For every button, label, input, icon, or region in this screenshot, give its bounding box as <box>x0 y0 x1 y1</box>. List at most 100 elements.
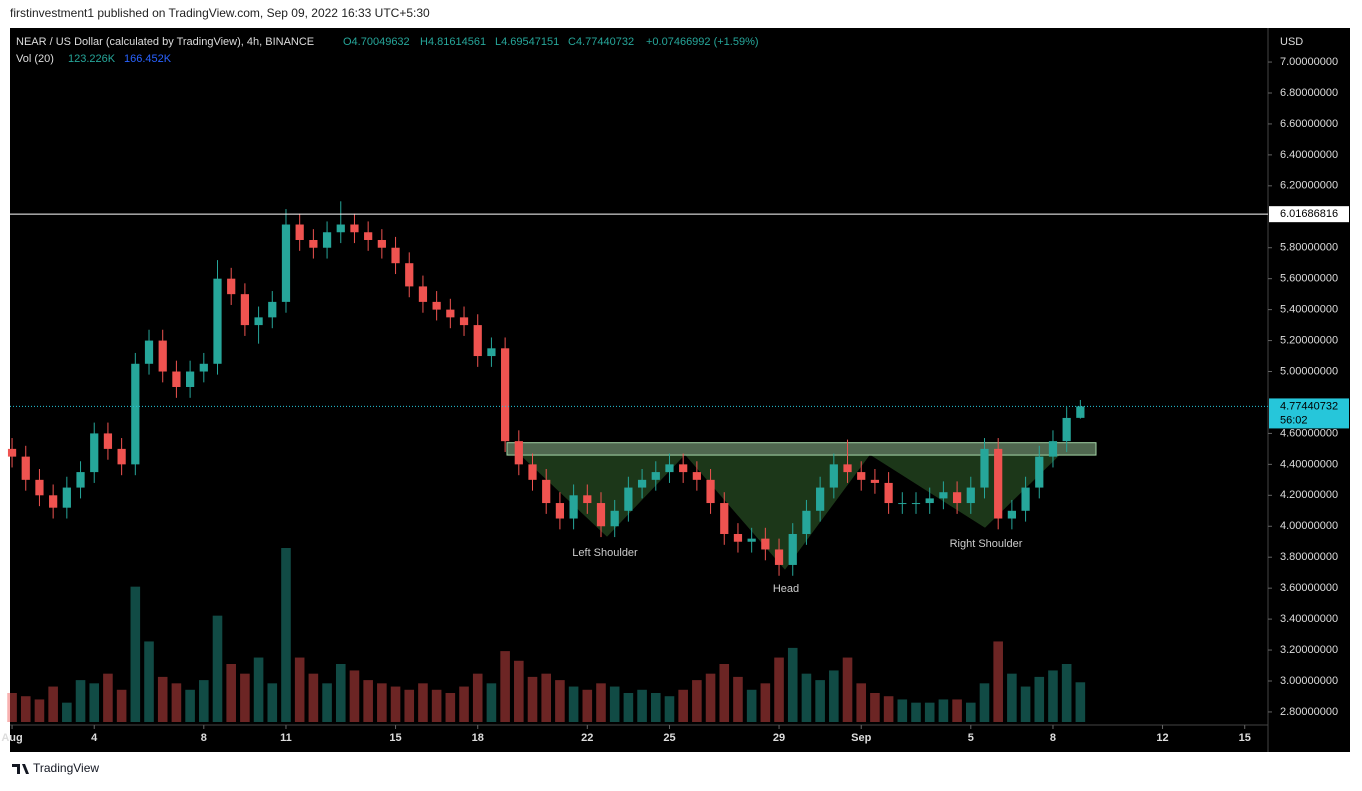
candle-body <box>459 317 469 326</box>
candle-body <box>21 456 30 480</box>
volume-bar <box>856 683 867 722</box>
volume-bar <box>815 680 825 722</box>
chart-title: NEAR / US Dollar (calculated by TradingV… <box>16 36 314 48</box>
candle-body <box>733 533 743 542</box>
candle-body <box>172 371 181 387</box>
volume-bar <box>103 673 113 722</box>
candle-body <box>1007 510 1016 519</box>
candle-body <box>144 340 154 364</box>
volume-bar <box>842 657 853 722</box>
change-label: +0.07466992 (+1.59%) <box>646 36 759 48</box>
x-tick-label: 15 <box>1239 732 1251 744</box>
candle-body <box>418 286 428 302</box>
candle-body <box>816 487 825 511</box>
volume-bar <box>733 676 743 722</box>
volume-bar <box>445 693 456 722</box>
volume-bar <box>34 699 45 722</box>
y-tick-label: 5.40000000 <box>1280 304 1338 316</box>
volume-bar <box>829 670 839 722</box>
annotation: Left Shoulder <box>572 547 638 559</box>
open-label: O4.70049632 <box>343 36 410 48</box>
candle-body <box>843 464 852 473</box>
volume-bar <box>541 673 552 722</box>
candle-body <box>90 433 99 473</box>
candle-body <box>158 340 167 372</box>
x-tick-label: 8 <box>201 732 207 744</box>
volume-bar <box>705 673 716 722</box>
resistance-label: 6.01686816 <box>1280 208 1338 220</box>
y-tick-label: 5.60000000 <box>1280 273 1338 285</box>
candle-body <box>569 495 578 519</box>
candle-body <box>240 294 249 326</box>
candle-body <box>651 472 660 480</box>
volume-bar <box>267 683 278 722</box>
volume-bar <box>212 615 223 722</box>
volume-bar <box>89 683 100 722</box>
y-tick-label: 3.80000000 <box>1280 551 1338 563</box>
candle-body <box>679 464 688 473</box>
candle-body <box>829 464 838 488</box>
y-tick-label: 4.20000000 <box>1280 489 1338 501</box>
candle-body <box>898 503 907 505</box>
candle-body <box>692 472 701 480</box>
volume-bar <box>582 689 593 722</box>
volume-bar <box>171 683 182 722</box>
volume-bar <box>377 683 387 722</box>
y-tick-label: 6.80000000 <box>1280 87 1338 99</box>
x-tick-label: 29 <box>773 732 785 744</box>
volume-bar <box>555 680 565 722</box>
candle-body <box>391 247 400 264</box>
candle-body <box>268 301 277 318</box>
annotation: Head <box>773 583 799 595</box>
x-tick-label: Sep <box>851 732 871 744</box>
x-tick-label: 4 <box>91 732 98 744</box>
volume-bar <box>363 680 373 722</box>
y-tick-label: 7.00000000 <box>1280 56 1338 68</box>
candle-body <box>350 224 359 233</box>
volume-bar <box>48 686 58 722</box>
volume-bar <box>500 651 510 722</box>
candle-body <box>939 492 948 499</box>
footer: TradingView <box>33 761 99 775</box>
candle-body <box>1048 441 1058 457</box>
volume-bar <box>62 702 72 722</box>
volume-bar <box>623 693 634 722</box>
volume-value: 123.226K <box>68 53 116 65</box>
candle-body <box>637 479 647 488</box>
volume-bar <box>1007 673 1017 722</box>
candle-body <box>185 371 195 387</box>
candle-body <box>377 239 386 248</box>
candle-body <box>884 482 893 504</box>
candle-body <box>1076 406 1085 418</box>
candle-body <box>720 503 729 534</box>
volume-bar <box>979 683 990 722</box>
candle-body <box>103 433 113 449</box>
x-tick-label: 22 <box>581 732 593 744</box>
candle-body <box>994 448 1003 519</box>
low-label: L4.69547151 <box>495 36 559 48</box>
y-tick-label: 3.20000000 <box>1280 644 1338 656</box>
candle-body <box>966 487 975 504</box>
candle-body <box>870 479 880 483</box>
candle-body <box>788 533 797 565</box>
footer-logo <box>12 764 29 774</box>
candle-body <box>117 448 126 465</box>
x-tick-label: 12 <box>1156 732 1168 744</box>
volume-bar <box>349 670 360 722</box>
countdown-label: 56:02 <box>1280 414 1308 426</box>
neckline-zone <box>506 442 1097 456</box>
candle-body <box>596 503 606 527</box>
volume-bar <box>418 683 428 722</box>
candle-body <box>925 498 934 504</box>
volume-bar <box>883 696 894 722</box>
volume-bar <box>760 683 771 722</box>
volume-bar <box>20 696 31 722</box>
volume-bar <box>692 680 702 722</box>
volume-bar <box>650 693 661 722</box>
chart-background <box>10 28 1350 752</box>
y-tick-label: 5.00000000 <box>1280 365 1338 377</box>
y-tick-label: 4.40000000 <box>1280 458 1338 470</box>
volume-bar <box>924 702 935 722</box>
candle-body <box>131 363 140 465</box>
